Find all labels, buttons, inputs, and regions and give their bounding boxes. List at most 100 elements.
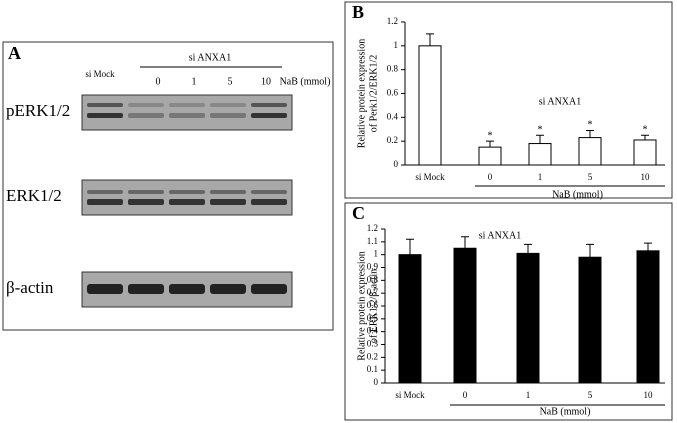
error-bar: [644, 242, 652, 251]
band: [128, 284, 164, 294]
panel-label: C: [352, 203, 365, 223]
significance: *: [643, 125, 648, 136]
significance: *: [538, 125, 543, 136]
error-bar: [426, 33, 434, 46]
bar: [418, 45, 442, 166]
annotation: si ANXA1: [479, 230, 522, 241]
bar: [636, 250, 660, 384]
x-tick-label: 10: [641, 172, 651, 182]
y-tick-label: 0.8: [387, 64, 399, 74]
y-axis-label: of Perk1/2/ERK1/2: [368, 55, 379, 133]
band-label: ERK1/2: [6, 186, 62, 205]
x-tick-label: 0: [463, 390, 468, 400]
band-label: β-actin: [6, 278, 54, 297]
lane-label: si Mock: [85, 69, 115, 79]
blot: [81, 179, 293, 216]
y-tick-label: 1.2: [387, 16, 398, 26]
x-tick-label: 0: [488, 172, 493, 182]
panel-b-frame: [344, 1, 673, 199]
group-label: si ANXA1: [189, 52, 232, 63]
y-tick-label: 0.8: [367, 274, 379, 284]
band: [128, 113, 164, 118]
annotation: si ANXA1: [539, 96, 582, 107]
panel-c-frame: [344, 202, 673, 421]
band: [87, 103, 123, 107]
treatment-label: NaB (mmol): [280, 76, 331, 87]
y-tick-label: 0.4: [367, 326, 379, 336]
band: [87, 199, 123, 205]
band: [210, 113, 246, 118]
y-tick-label: 0.2: [387, 135, 398, 145]
y-tick-label: 0.6: [367, 300, 379, 310]
panel-label: A: [8, 43, 21, 63]
bar: [398, 254, 422, 384]
y-axis-label: Relative protein expression: [356, 39, 367, 148]
x-axis-label: NaB (mmol): [540, 406, 591, 417]
band: [128, 199, 164, 205]
band: [251, 113, 287, 118]
band: [169, 103, 205, 107]
band: [128, 190, 164, 194]
band-label: pERK1/2: [6, 101, 70, 120]
y-tick-label: 1: [394, 40, 399, 50]
x-tick-label: si Mock: [415, 172, 445, 182]
bar: [516, 252, 540, 384]
y-tick-label: 0.6: [387, 88, 399, 98]
lane-label: 1: [192, 76, 197, 87]
error-bar: [536, 134, 544, 144]
band: [251, 103, 287, 107]
error-bar: [486, 140, 494, 148]
panel-a-frame: [2, 41, 334, 331]
y-tick-label: 1.2: [367, 223, 378, 233]
band: [169, 284, 205, 294]
band: [251, 284, 287, 294]
significance: *: [488, 130, 493, 141]
x-tick-label: 1: [538, 172, 543, 182]
error-bar: [586, 243, 594, 258]
bar: [578, 256, 602, 384]
y-tick-label: 1: [374, 249, 379, 259]
panel-label: B: [352, 2, 364, 22]
bar: [453, 247, 477, 384]
x-tick-label: 5: [588, 172, 593, 182]
band: [210, 284, 246, 294]
y-tick-label: 0.5: [367, 313, 379, 323]
band: [169, 199, 205, 205]
x-tick-label: 10: [644, 390, 654, 400]
blot: [81, 94, 293, 131]
lane-label: 10: [261, 76, 271, 87]
band: [87, 190, 123, 194]
band: [210, 190, 246, 194]
y-tick-label: 0.9: [367, 262, 379, 272]
y-tick-label: 0.4: [387, 111, 399, 121]
y-tick-label: 0: [394, 159, 399, 169]
y-tick-label: 0.2: [367, 351, 378, 361]
lane-label: 5: [228, 76, 233, 87]
x-tick-label: si Mock: [395, 390, 425, 400]
y-axis-label: of ERK1/2/β-actin: [368, 269, 379, 343]
bar: [528, 143, 552, 166]
band: [210, 103, 246, 107]
band: [251, 190, 287, 194]
bar: [578, 137, 602, 166]
band: [169, 113, 205, 118]
band: [87, 113, 123, 118]
band: [210, 199, 246, 205]
band: [251, 199, 287, 205]
band: [128, 103, 164, 107]
error-bar: [641, 134, 649, 140]
x-tick-label: 1: [526, 390, 531, 400]
x-tick-label: 5: [588, 390, 593, 400]
y-tick-label: 0.7: [367, 287, 379, 297]
bar: [633, 139, 657, 166]
y-tick-label: 0.3: [367, 339, 379, 349]
band: [87, 284, 123, 294]
x-axis-label: NaB (mmol): [552, 189, 603, 200]
error-bar: [461, 236, 469, 249]
y-tick-label: 1.1: [367, 236, 378, 246]
significance: *: [588, 120, 593, 131]
y-axis-label: Relative protein expression: [356, 251, 367, 360]
error-bar: [524, 243, 532, 254]
error-bar: [406, 238, 414, 255]
